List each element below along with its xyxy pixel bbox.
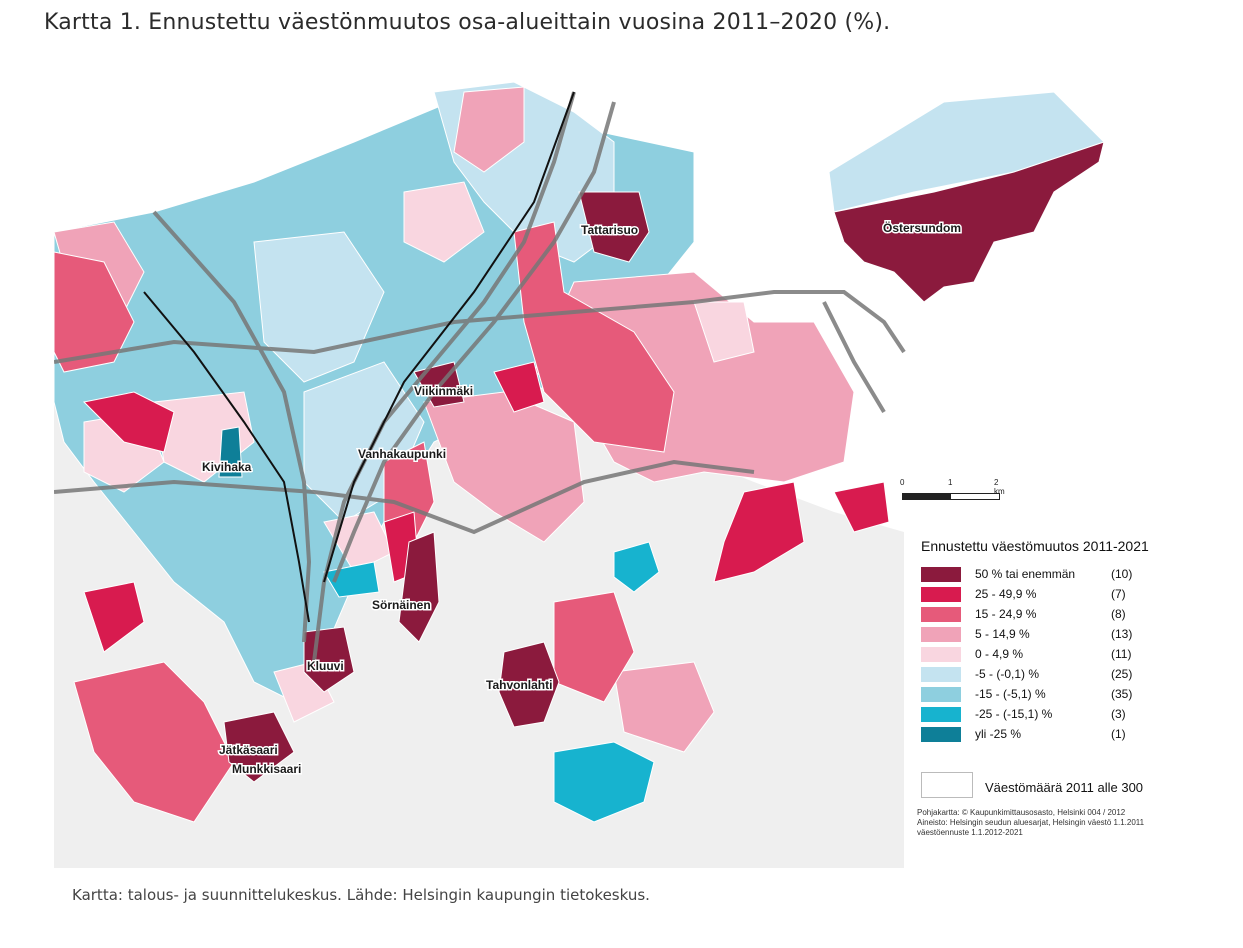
legend-row: -25 - (-15,1) % (3): [921, 706, 1161, 723]
legend-label: 15 - 24,9 %: [975, 607, 1037, 621]
legend-row: -5 - (-0,1) % (25): [921, 666, 1161, 683]
label-kivihaka: Kivihaka: [202, 460, 252, 474]
legend-count: (11): [1111, 647, 1132, 661]
label-vanhakaupunki: Vanhakaupunki: [358, 447, 446, 461]
region-cyan-2: [613, 541, 660, 593]
legend-count: (7): [1111, 587, 1126, 601]
scale-label-two: 2 km: [994, 478, 1005, 496]
legend-row: 15 - 24,9 % (8): [921, 606, 1161, 623]
label-tattarisuo: Tattarisuo: [581, 223, 638, 237]
legend-label: -15 - (-5,1) %: [975, 687, 1046, 701]
scale-label-zero: 0: [900, 478, 905, 487]
legend-label: 50 % tai enemmän: [975, 567, 1076, 581]
legend-count: (13): [1111, 627, 1133, 641]
label-viikinmaki: Viikinmäki: [414, 384, 473, 398]
map-caption: Kartta: talous- ja suunnittelukeskus. Lä…: [72, 886, 650, 904]
legend-swatch: [921, 627, 961, 642]
label-ostersundom: Östersundom: [883, 220, 961, 235]
map-legend: Ennustettu väestömuutos 2011-2021 50 % t…: [905, 530, 1205, 866]
map-area[interactable]: Tattarisuo Östersundom Viikinmäki Vanhak…: [54, 62, 1164, 868]
legend-swatch: [921, 567, 961, 582]
region-palepink-4: [693, 301, 755, 363]
legend-row: 0 - 4,9 % (11): [921, 646, 1161, 663]
legend-population-swatch: [921, 772, 973, 798]
legend-row: 50 % tai enemmän (10): [921, 566, 1161, 583]
scale-bar: 0 1 2 km: [900, 478, 1010, 504]
legend-swatch: [921, 607, 961, 622]
legend-label: 0 - 4,9 %: [975, 647, 1024, 661]
region-red-5: [83, 581, 145, 653]
region-cyan-islands: [553, 741, 655, 823]
region-west-medred: [54, 251, 135, 373]
legend-count: (1): [1111, 727, 1126, 741]
legend-count: (35): [1111, 687, 1133, 701]
region-red-3: [713, 481, 805, 583]
legend-row: yli -25 % (1): [921, 726, 1161, 743]
legend-swatch: [921, 727, 961, 742]
metro-lines: [143, 91, 575, 623]
region-southwest-medred: [73, 661, 235, 823]
region-red-2: [493, 361, 545, 413]
region-tahvonlahti: [498, 641, 560, 728]
region-tattarisuo: [578, 191, 650, 263]
label-munkkisaari: Munkkisaari: [232, 762, 301, 776]
credit-line: Pohjakartta: © Kaupunkimittausosasto, He…: [917, 808, 1126, 817]
region-ostersundom: [833, 141, 1105, 303]
legend-label: -25 - (-15,1) %: [975, 707, 1053, 721]
legend-label: -5 - (-0,1) %: [975, 667, 1040, 681]
region-sornainen-medred: [383, 441, 435, 543]
region-east-medred: [513, 221, 675, 453]
map-title: Kartta 1. Ennustettu väestönmuutos osa-a…: [44, 10, 891, 35]
scale-label-one: 1: [948, 478, 953, 487]
label-jatkasaari: Jätkäsaari: [219, 743, 278, 757]
legend-title: Ennustettu väestömuutos 2011-2021: [921, 538, 1149, 554]
road-network: [54, 91, 906, 663]
region-south-pink: [613, 661, 715, 753]
legend-swatch: [921, 707, 961, 722]
legend-swatch: [921, 667, 961, 682]
legend-count: (25): [1111, 667, 1133, 681]
legend-swatch: [921, 587, 961, 602]
choropleth-map: Tattarisuo Östersundom Viikinmäki Vanhak…: [54, 81, 1105, 868]
legend-row: 25 - 49,9 % (7): [921, 586, 1161, 603]
legend-swatch: [921, 687, 961, 702]
legend-count: (3): [1111, 707, 1126, 721]
legend-row: 5 - 14,9 % (13): [921, 626, 1161, 643]
map-credits: Pohjakartta: © Kaupunkimittausosasto, He…: [917, 808, 1207, 838]
region-red-1: [82, 391, 175, 453]
label-sornainen: Sörnäinen: [372, 598, 431, 612]
label-tahvonlahti: Tahvonlahti: [486, 678, 552, 692]
region-palepink-1: [403, 181, 485, 263]
scale-bar-graphic: [902, 493, 1000, 500]
region-kivihaka: [218, 426, 243, 478]
region-north-pink: [453, 86, 525, 173]
legend-swatch: [921, 647, 961, 662]
legend-count: (10): [1111, 567, 1133, 581]
region-jatkasaari: [223, 711, 295, 783]
legend-label: yli -25 %: [975, 727, 1022, 741]
legend-count: (8): [1111, 607, 1126, 621]
legend-label: 5 - 14,9 %: [975, 627, 1030, 641]
region-sornainen: [398, 531, 440, 643]
credit-line: väestöennuste 1.1.2012-2021: [917, 828, 1023, 837]
legend-population-label: Väestömäärä 2011 alle 300: [985, 780, 1144, 795]
region-red-4: [833, 481, 890, 533]
legend-label: 25 - 49,9 %: [975, 587, 1037, 601]
label-kluuvi: Kluuvi: [307, 659, 344, 673]
legend-row: -15 - (-5,1) % (35): [921, 686, 1161, 703]
credit-line: Aineisto: Helsingin seudun aluesarjat, H…: [917, 818, 1145, 827]
